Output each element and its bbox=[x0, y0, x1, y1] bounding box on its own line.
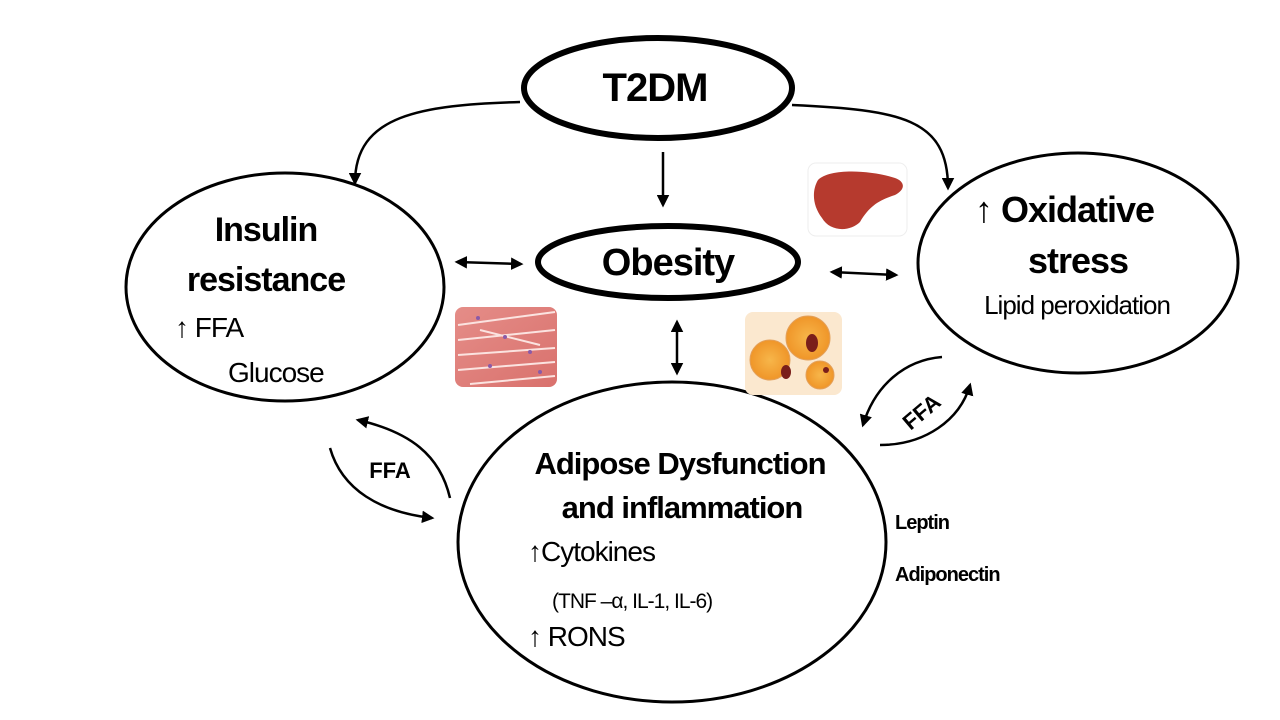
ffa-cycle-right: FFA bbox=[859, 355, 974, 447]
ffa-cycle-left: FFA bbox=[328, 416, 452, 524]
insulin-title-1: Insulin bbox=[215, 211, 318, 249]
muscle-tissue-image bbox=[455, 307, 557, 387]
obesity-label: Obesity bbox=[602, 242, 735, 284]
adiponectin-label: Adiponectin bbox=[895, 564, 1000, 586]
node-adipose-dysfunction: Adipose Dysfunction and inflammation ↑Cy… bbox=[456, 380, 888, 704]
insulin-title-2: resistance bbox=[187, 261, 345, 299]
leptin-label: Leptin bbox=[895, 512, 949, 534]
node-obesity: Obesity bbox=[535, 223, 801, 301]
arrow-t2dm-to-insulin bbox=[348, 100, 521, 186]
node-t2dm: T2DM bbox=[521, 35, 795, 141]
oxidative-title-2: stress bbox=[1028, 240, 1128, 281]
insulin-item-glucose: Glucose bbox=[228, 357, 324, 388]
node-oxidative-stress: ↑ Oxidative stress Lipid peroxidation bbox=[916, 151, 1240, 375]
adipocytes-image bbox=[745, 312, 842, 395]
arrow-t2dm-to-oxidative bbox=[791, 103, 955, 191]
ffa-left-label: FFA bbox=[369, 458, 411, 483]
adipose-item-rons: ↑ RONS bbox=[528, 621, 625, 652]
oxidative-title-1: ↑ Oxidative bbox=[975, 189, 1154, 230]
oxidative-item-lipid: Lipid peroxidation bbox=[984, 290, 1170, 320]
liver-image bbox=[807, 162, 908, 237]
arrow-obesity-oxidative bbox=[829, 266, 899, 281]
t2dm-label: T2DM bbox=[603, 66, 708, 110]
adipose-title-2: and inflammation bbox=[562, 490, 803, 525]
adipose-title-1: Adipose Dysfunction bbox=[534, 446, 825, 481]
node-insulin-resistance: Insulin resistance ↑ FFA Glucose bbox=[124, 171, 446, 403]
insulin-item-ffa: ↑ FFA bbox=[175, 312, 244, 343]
adipose-item-cytokines: ↑Cytokines bbox=[528, 536, 655, 567]
arrow-insulin-obesity bbox=[454, 256, 524, 270]
adipose-item-cytokine-list: (TNF –α, IL-1, IL-6) bbox=[552, 590, 712, 613]
